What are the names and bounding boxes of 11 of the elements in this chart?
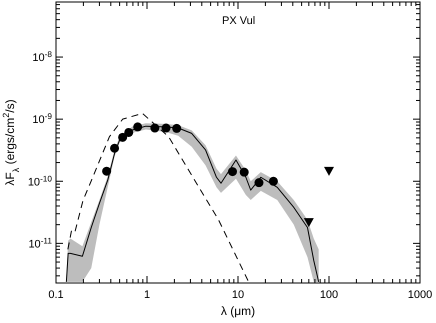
text: PX Vul — [222, 15, 256, 27]
y-tick-label: 10$^{-10}$ — [28, 174, 52, 188]
y-tick-label: 10$^{-9}$ — [32, 112, 52, 126]
y-tick-label: 10$^{-11}$ — [28, 236, 52, 250]
x-tick-label: 1000 — [408, 289, 432, 301]
x-tick-label: 0.1 — [48, 289, 64, 301]
x-tick-label: 1 — [144, 289, 150, 301]
x-axis-title: λ (μm) — [220, 304, 256, 318]
y-tick-label: 10$^{-8}$ — [32, 50, 52, 64]
x-tick-label: 100 — [320, 289, 338, 301]
x-tick-label: 10 — [232, 289, 244, 301]
